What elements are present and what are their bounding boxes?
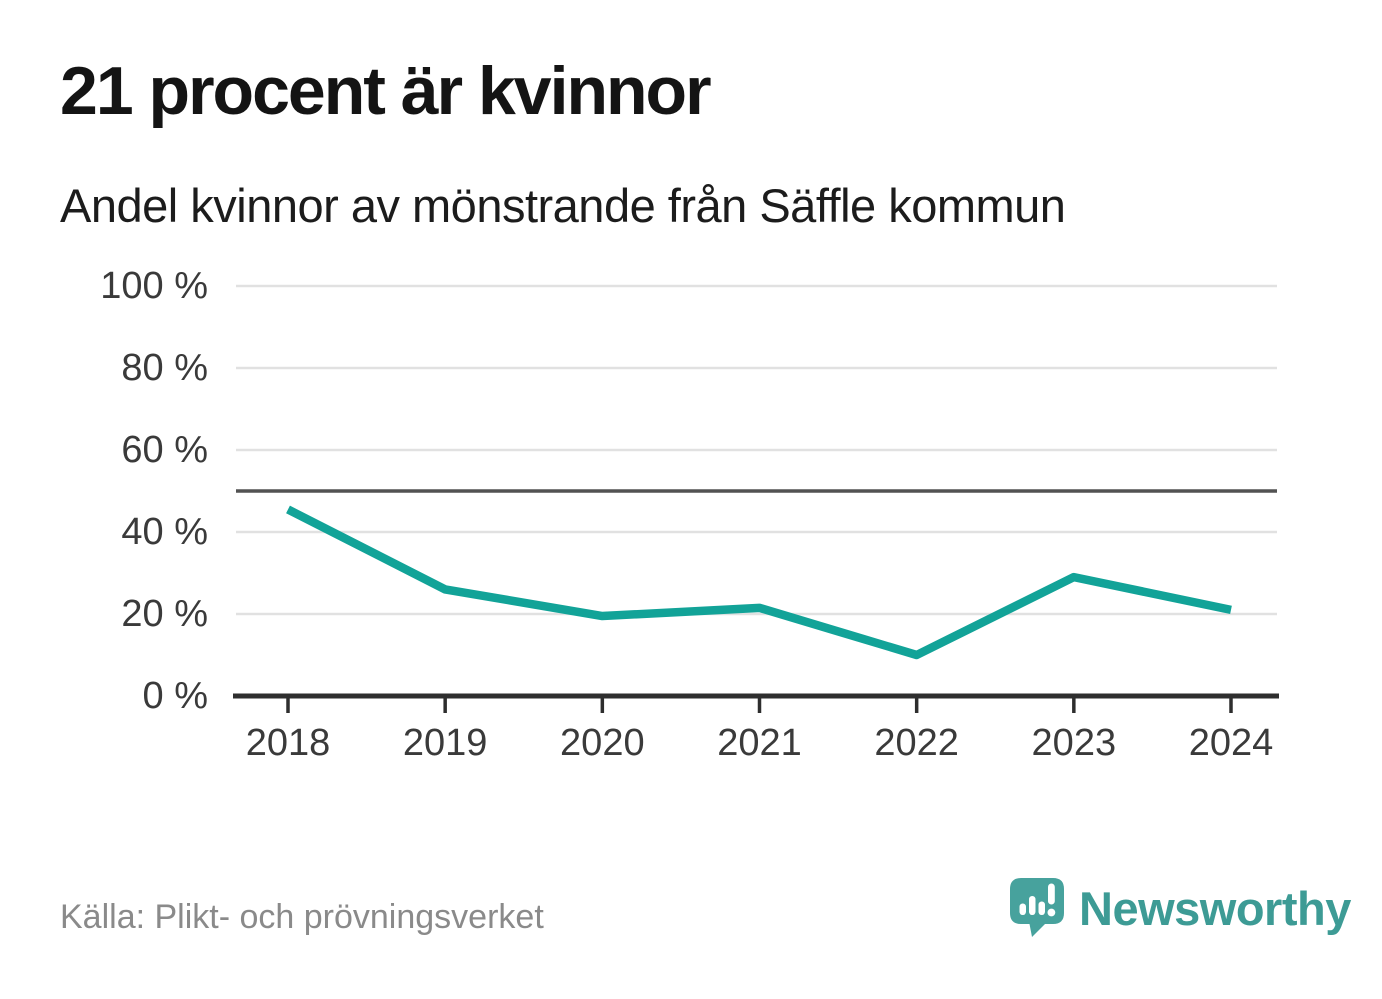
source-note: Källa: Plikt- och prövningsverket bbox=[60, 898, 544, 936]
x-axis-label-2024: 2024 bbox=[1188, 722, 1274, 764]
x-axis-label-2023: 2023 bbox=[1031, 722, 1117, 764]
x-axis-label-2018: 2018 bbox=[245, 722, 331, 764]
y-axis-label-100: 100 % bbox=[100, 265, 208, 307]
logo-exclamation-bar bbox=[1048, 883, 1055, 905]
newsworthy-wordmark: Newsworthy bbox=[1079, 881, 1351, 935]
logo-bar-3 bbox=[1038, 901, 1045, 915]
chart-title: 21 procent är kvinnor bbox=[60, 53, 712, 129]
y-axis-label-80: 80 % bbox=[121, 347, 208, 389]
logo-bar-1 bbox=[1019, 903, 1026, 915]
newsworthy-logo: Newsworthy bbox=[1010, 878, 1351, 938]
logo-exclamation-dot bbox=[1047, 908, 1056, 917]
y-axis-label-20: 20 % bbox=[121, 593, 208, 635]
x-axis-label-2019: 2019 bbox=[402, 722, 488, 764]
x-axis-label-2020: 2020 bbox=[560, 722, 645, 764]
logo-bar-2 bbox=[1029, 896, 1036, 915]
y-axis-label-40: 40 % bbox=[121, 511, 208, 553]
newsworthy-bubble-chart-icon bbox=[1010, 878, 1064, 937]
y-axis-label-0: 0 % bbox=[142, 675, 208, 717]
y-axis-label-60: 60 % bbox=[121, 429, 208, 471]
x-axis-label-2022: 2022 bbox=[874, 722, 959, 764]
chart-subtitle: Andel kvinnor av mönstrande från Säffle … bbox=[60, 179, 1066, 232]
data-line-andel-kvinnor-av-m-nstrande bbox=[286, 505, 1232, 660]
x-axis-label-2021: 2021 bbox=[717, 722, 802, 764]
logo-bubble-shape bbox=[1010, 878, 1064, 937]
